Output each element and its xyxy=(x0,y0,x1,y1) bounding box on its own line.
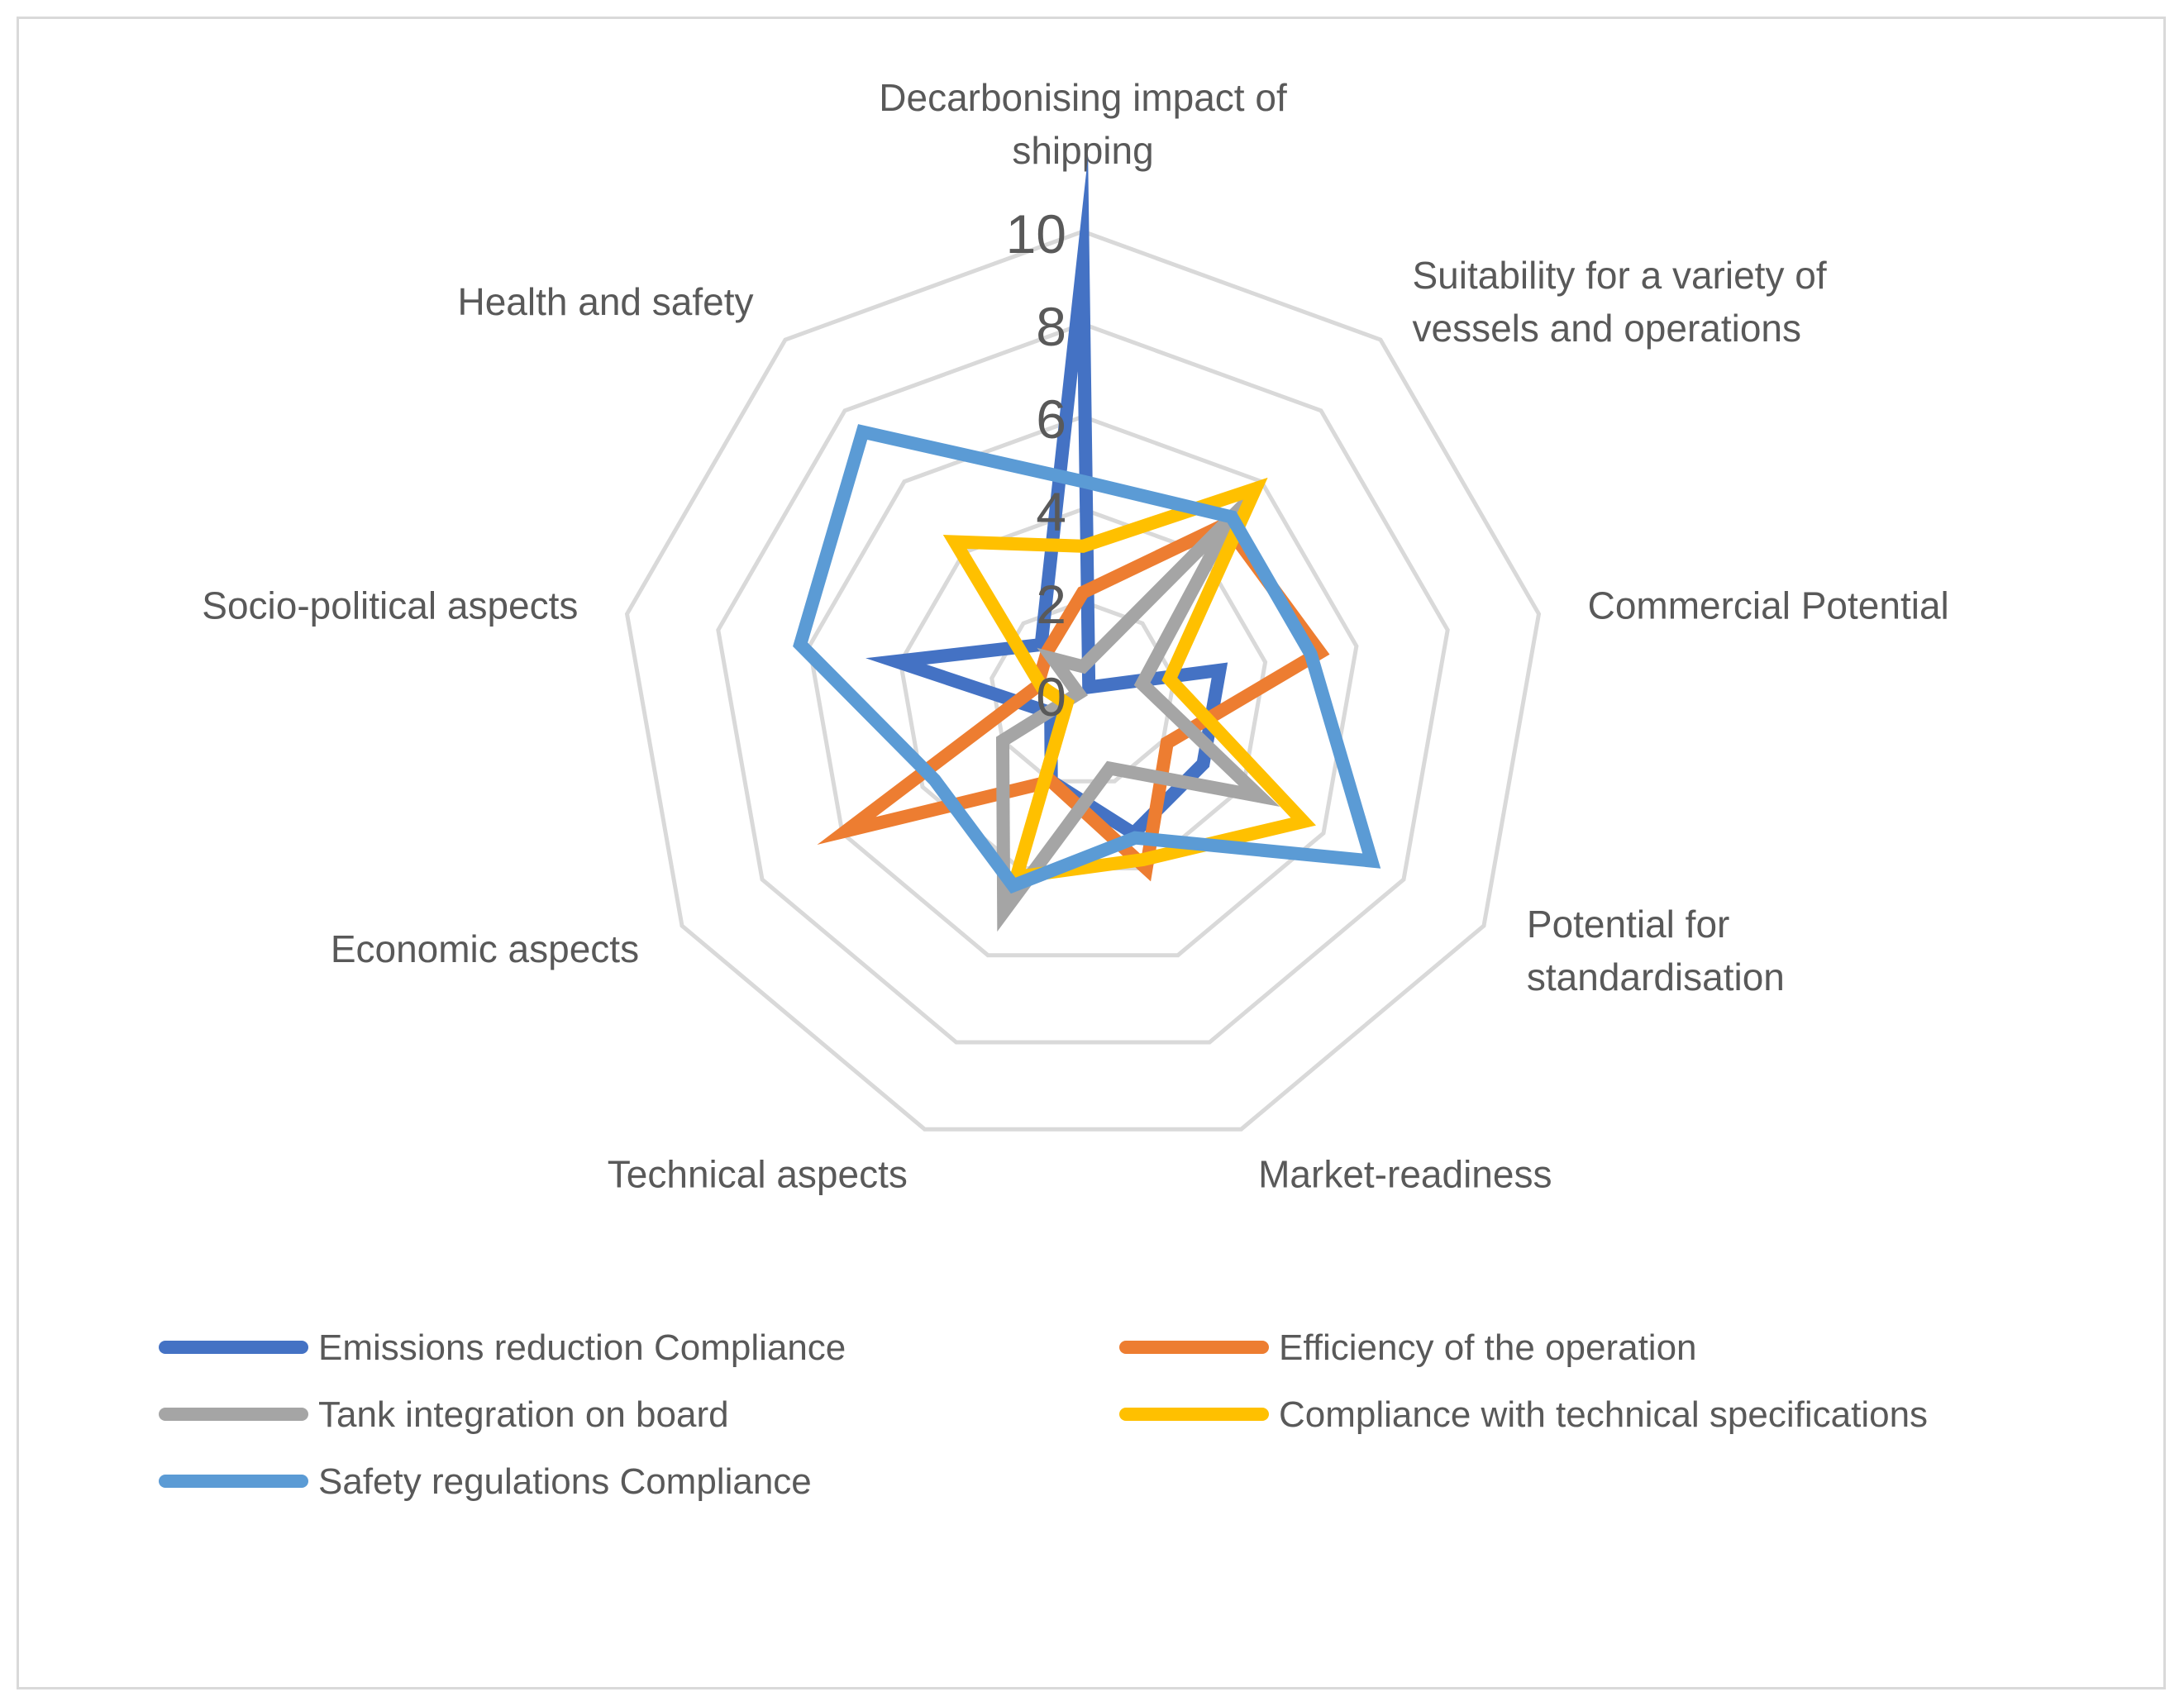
axis-label: Potential for xyxy=(1527,903,1729,946)
legend-label: Efficiency of the operation xyxy=(1279,1327,1697,1368)
axis-label: Health and safety xyxy=(457,280,753,323)
axis-label: Commercial Potential xyxy=(1588,584,1949,627)
legend-label: Safety regulations Compliance xyxy=(318,1461,812,1502)
axis-label: vessels and operations xyxy=(1413,307,1802,350)
axis-label: Market-readiness xyxy=(1258,1153,1552,1196)
series-line xyxy=(793,424,1381,894)
radial-tick-label: 8 xyxy=(1036,296,1066,357)
legend: Emissions reduction Compliance Efficiency… xyxy=(159,1327,1928,1502)
axis-label: Decarbonising impact of xyxy=(879,76,1287,119)
legend-label: Compliance with technical specifications xyxy=(1279,1394,1928,1435)
grid-ring xyxy=(624,229,1542,1132)
grid-ring xyxy=(716,322,1450,1045)
axis-label: Technical aspects xyxy=(608,1153,908,1196)
axis-label: Socio-political aspects xyxy=(202,584,578,627)
axis-label: shipping xyxy=(1012,129,1153,172)
radial-ticks: 0 2 4 6 8 10 xyxy=(1006,203,1066,727)
series-line xyxy=(865,156,1228,842)
series-lines xyxy=(793,156,1381,932)
radial-tick-label: 6 xyxy=(1036,388,1066,450)
axis-label: Suitability for a variety of xyxy=(1413,254,1827,297)
axis-label: standardisation xyxy=(1527,955,1785,998)
radial-tick-label: 2 xyxy=(1036,574,1066,635)
grid-ring xyxy=(807,414,1359,958)
radial-tick-label: 10 xyxy=(1006,203,1066,264)
radial-tick-label: 0 xyxy=(1036,666,1066,727)
series-line xyxy=(942,477,1316,885)
axis-label: Economic aspects xyxy=(331,927,639,970)
radial-tick-label: 4 xyxy=(1036,481,1066,542)
legend-label: Emissions reduction Compliance xyxy=(318,1327,846,1368)
legend-label: Tank integration on board xyxy=(318,1394,729,1435)
series-line xyxy=(995,480,1280,932)
axis-labels: Decarbonising impact of shipping Suitabili… xyxy=(202,76,1948,1196)
